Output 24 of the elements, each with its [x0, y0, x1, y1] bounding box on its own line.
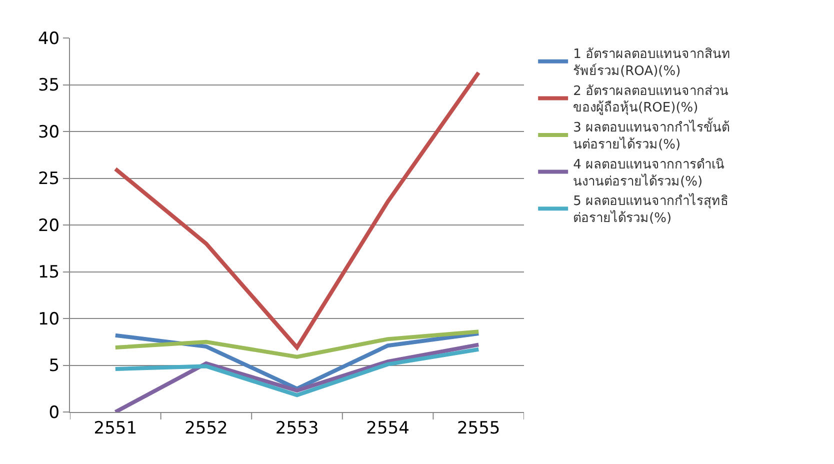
line-series: [113, 70, 481, 350]
x-tick-label: 2555: [456, 418, 500, 438]
y-tick-label: 0: [48, 402, 60, 423]
y-tick-label: 20: [38, 216, 60, 236]
line-series: [113, 342, 481, 412]
x-tick-label: 2552: [184, 418, 228, 438]
line-series: [113, 347, 481, 398]
y-tick-label: 5: [48, 356, 60, 376]
x-tick-label: 2554: [366, 418, 410, 438]
legend-label: 1 อัตราผลตอบแทนจากสินทรัพย์รวม(ROA)(%): [573, 47, 730, 79]
legend-label: 2 อัตราผลตอบแทนจากส่วนของผู้ถือหุ้น(ROE)(%): [573, 84, 728, 116]
line-series: [113, 330, 481, 359]
y-tick-label: 40: [38, 28, 60, 49]
line-series: [113, 331, 481, 391]
y-tick-label: 15: [38, 262, 60, 283]
x-tick-label: 2553: [275, 418, 319, 438]
y-tick-label: 30: [38, 122, 60, 142]
y-tick-label: 10: [38, 309, 60, 330]
y-tick-label: 35: [38, 76, 60, 96]
legend-label: 3 ผลตอบแทนจากกำไรขั้นต้นต่อรายได้รวม(%): [573, 118, 730, 153]
legend-label: 4 ผลตอบแทนจากการดำเนินงานต่อรายได้รวม(%): [573, 157, 724, 190]
legend-label: 5 ผลตอบแทนจากกำไรสุทธิต่อรายได้รวม(%): [573, 193, 728, 226]
x-tick-label: 2551: [94, 418, 138, 438]
y-tick-label: 25: [38, 169, 60, 190]
